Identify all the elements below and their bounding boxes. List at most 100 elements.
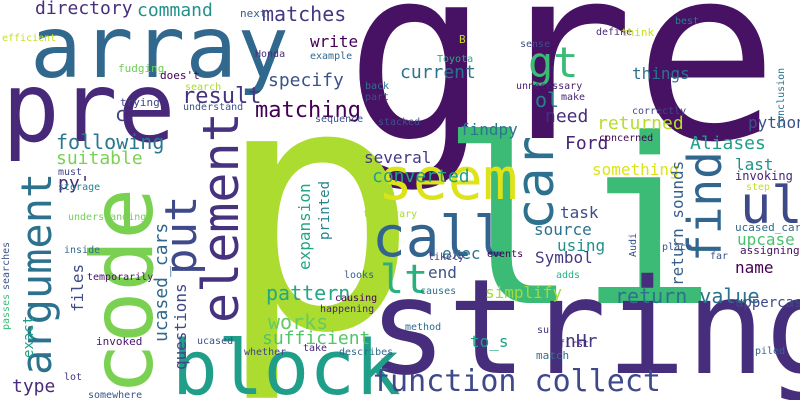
word-back: back [365, 81, 390, 92]
word-causes: causes [420, 286, 457, 297]
word-car: car [506, 136, 566, 230]
word-ford: Ford [565, 133, 609, 154]
word-part: part [365, 92, 390, 103]
word-somewhere: somewhere [88, 390, 143, 400]
word-li: li [440, 91, 717, 358]
word-make: make [561, 92, 586, 103]
word-trying: trying [120, 96, 160, 109]
word-to-s: to_s [470, 332, 509, 351]
word-directory: directory [35, 0, 133, 19]
word-function-collect: function collect [372, 364, 661, 399]
word-exec: exec [442, 244, 481, 263]
word-describes: describes [339, 347, 394, 358]
word-things: things [632, 64, 690, 83]
word-specify: specify [268, 70, 344, 91]
word-audi: Audi [628, 232, 639, 257]
word-need: need [545, 106, 589, 127]
word-far: far [710, 251, 729, 262]
word-method: method [405, 322, 442, 333]
word-understanding: understanding [68, 212, 147, 223]
word-block: block [172, 323, 401, 400]
word-using: using [557, 236, 606, 255]
word-passes: passes [1, 293, 12, 330]
word-return-value: return value [615, 284, 760, 308]
word-matches: matches [262, 2, 347, 26]
word-lt: lt [380, 257, 429, 303]
word-array: array [30, 0, 289, 98]
word-questions: questions [171, 283, 190, 370]
word-define: define [596, 27, 633, 38]
word-take: take [303, 343, 328, 354]
word-search: search [185, 82, 222, 93]
word-correctly: correctly [632, 106, 687, 117]
word-adds: adds [556, 270, 581, 281]
word-whether: whether [244, 347, 287, 358]
word-fudging: fudging [118, 62, 165, 75]
word-assigning: assigning [740, 244, 800, 257]
word-step: step [746, 182, 771, 193]
word-ul: ul [740, 176, 800, 236]
word-invoked: invoked [96, 335, 143, 348]
word-looks: looks [344, 270, 375, 281]
word-several: several [364, 148, 432, 167]
word-honda: Honda [255, 49, 286, 60]
word-c: c [115, 102, 128, 126]
word-call: call [372, 205, 507, 270]
word-pre: pre [2, 52, 176, 164]
word-something: something [592, 160, 679, 179]
word-simplify: simplify [485, 283, 563, 302]
word-last: last [735, 155, 774, 174]
word-inside: inside [64, 245, 101, 256]
word-command: command [137, 0, 213, 21]
word-findpy: findpy [460, 120, 518, 139]
word-lot: lot [64, 372, 83, 383]
word-happening: happening [320, 304, 375, 315]
word-returned: returned [597, 113, 684, 134]
word-current: current [400, 62, 476, 83]
word-causing: causing [335, 293, 378, 304]
word-example: example [310, 51, 353, 62]
word-sense: sense [520, 39, 551, 50]
word-result: result [182, 84, 262, 109]
word-unnecessary: unnecessary [516, 81, 583, 92]
word-likely: likely [428, 252, 465, 263]
word-best: best [675, 16, 700, 27]
word-storage: storage [58, 182, 101, 193]
word-printed: printed [317, 180, 333, 240]
word-following: following [56, 130, 165, 154]
word-sure: sure [537, 325, 562, 336]
word-b: B [459, 33, 466, 46]
word-write: write [310, 32, 359, 51]
word-next: next [240, 7, 267, 20]
word-ucased: ucased [197, 336, 234, 347]
word-string: string [368, 251, 800, 400]
word-think: think [621, 26, 655, 39]
word-invoking: invoking [735, 169, 793, 183]
word-files: files [68, 263, 87, 312]
word-seem: seem [378, 145, 518, 213]
word-conclusion: Conclusion [776, 67, 787, 128]
word-stacked: stacked [378, 117, 421, 128]
word-upcase: upcase [737, 230, 795, 249]
word-works: works [268, 310, 329, 334]
word-suitable: suitable [56, 148, 143, 169]
word-toyota: Toyota [437, 54, 474, 65]
word-temporarily: temporarily [87, 272, 154, 283]
word-understand: understand [183, 102, 244, 113]
word-source: source [534, 220, 592, 239]
word-exact: exact [21, 315, 37, 358]
word-concerned: concerned [599, 133, 654, 144]
word-events: events [487, 249, 524, 260]
word-aliases: Aliases [690, 133, 766, 154]
word-sequence: sequence [315, 114, 364, 125]
word-p: p [215, 12, 420, 400]
word-efficient: efficient [2, 33, 57, 44]
word-does-t: does't [160, 69, 200, 82]
word-ol: ol [535, 88, 560, 112]
word-python: python [748, 113, 800, 132]
word-return-sounds: return sounds [668, 160, 687, 286]
word-ucased-cars-quote: ucased_cars' [735, 221, 800, 234]
word-must: must [58, 167, 83, 178]
word-pattern: pattern [266, 281, 351, 305]
